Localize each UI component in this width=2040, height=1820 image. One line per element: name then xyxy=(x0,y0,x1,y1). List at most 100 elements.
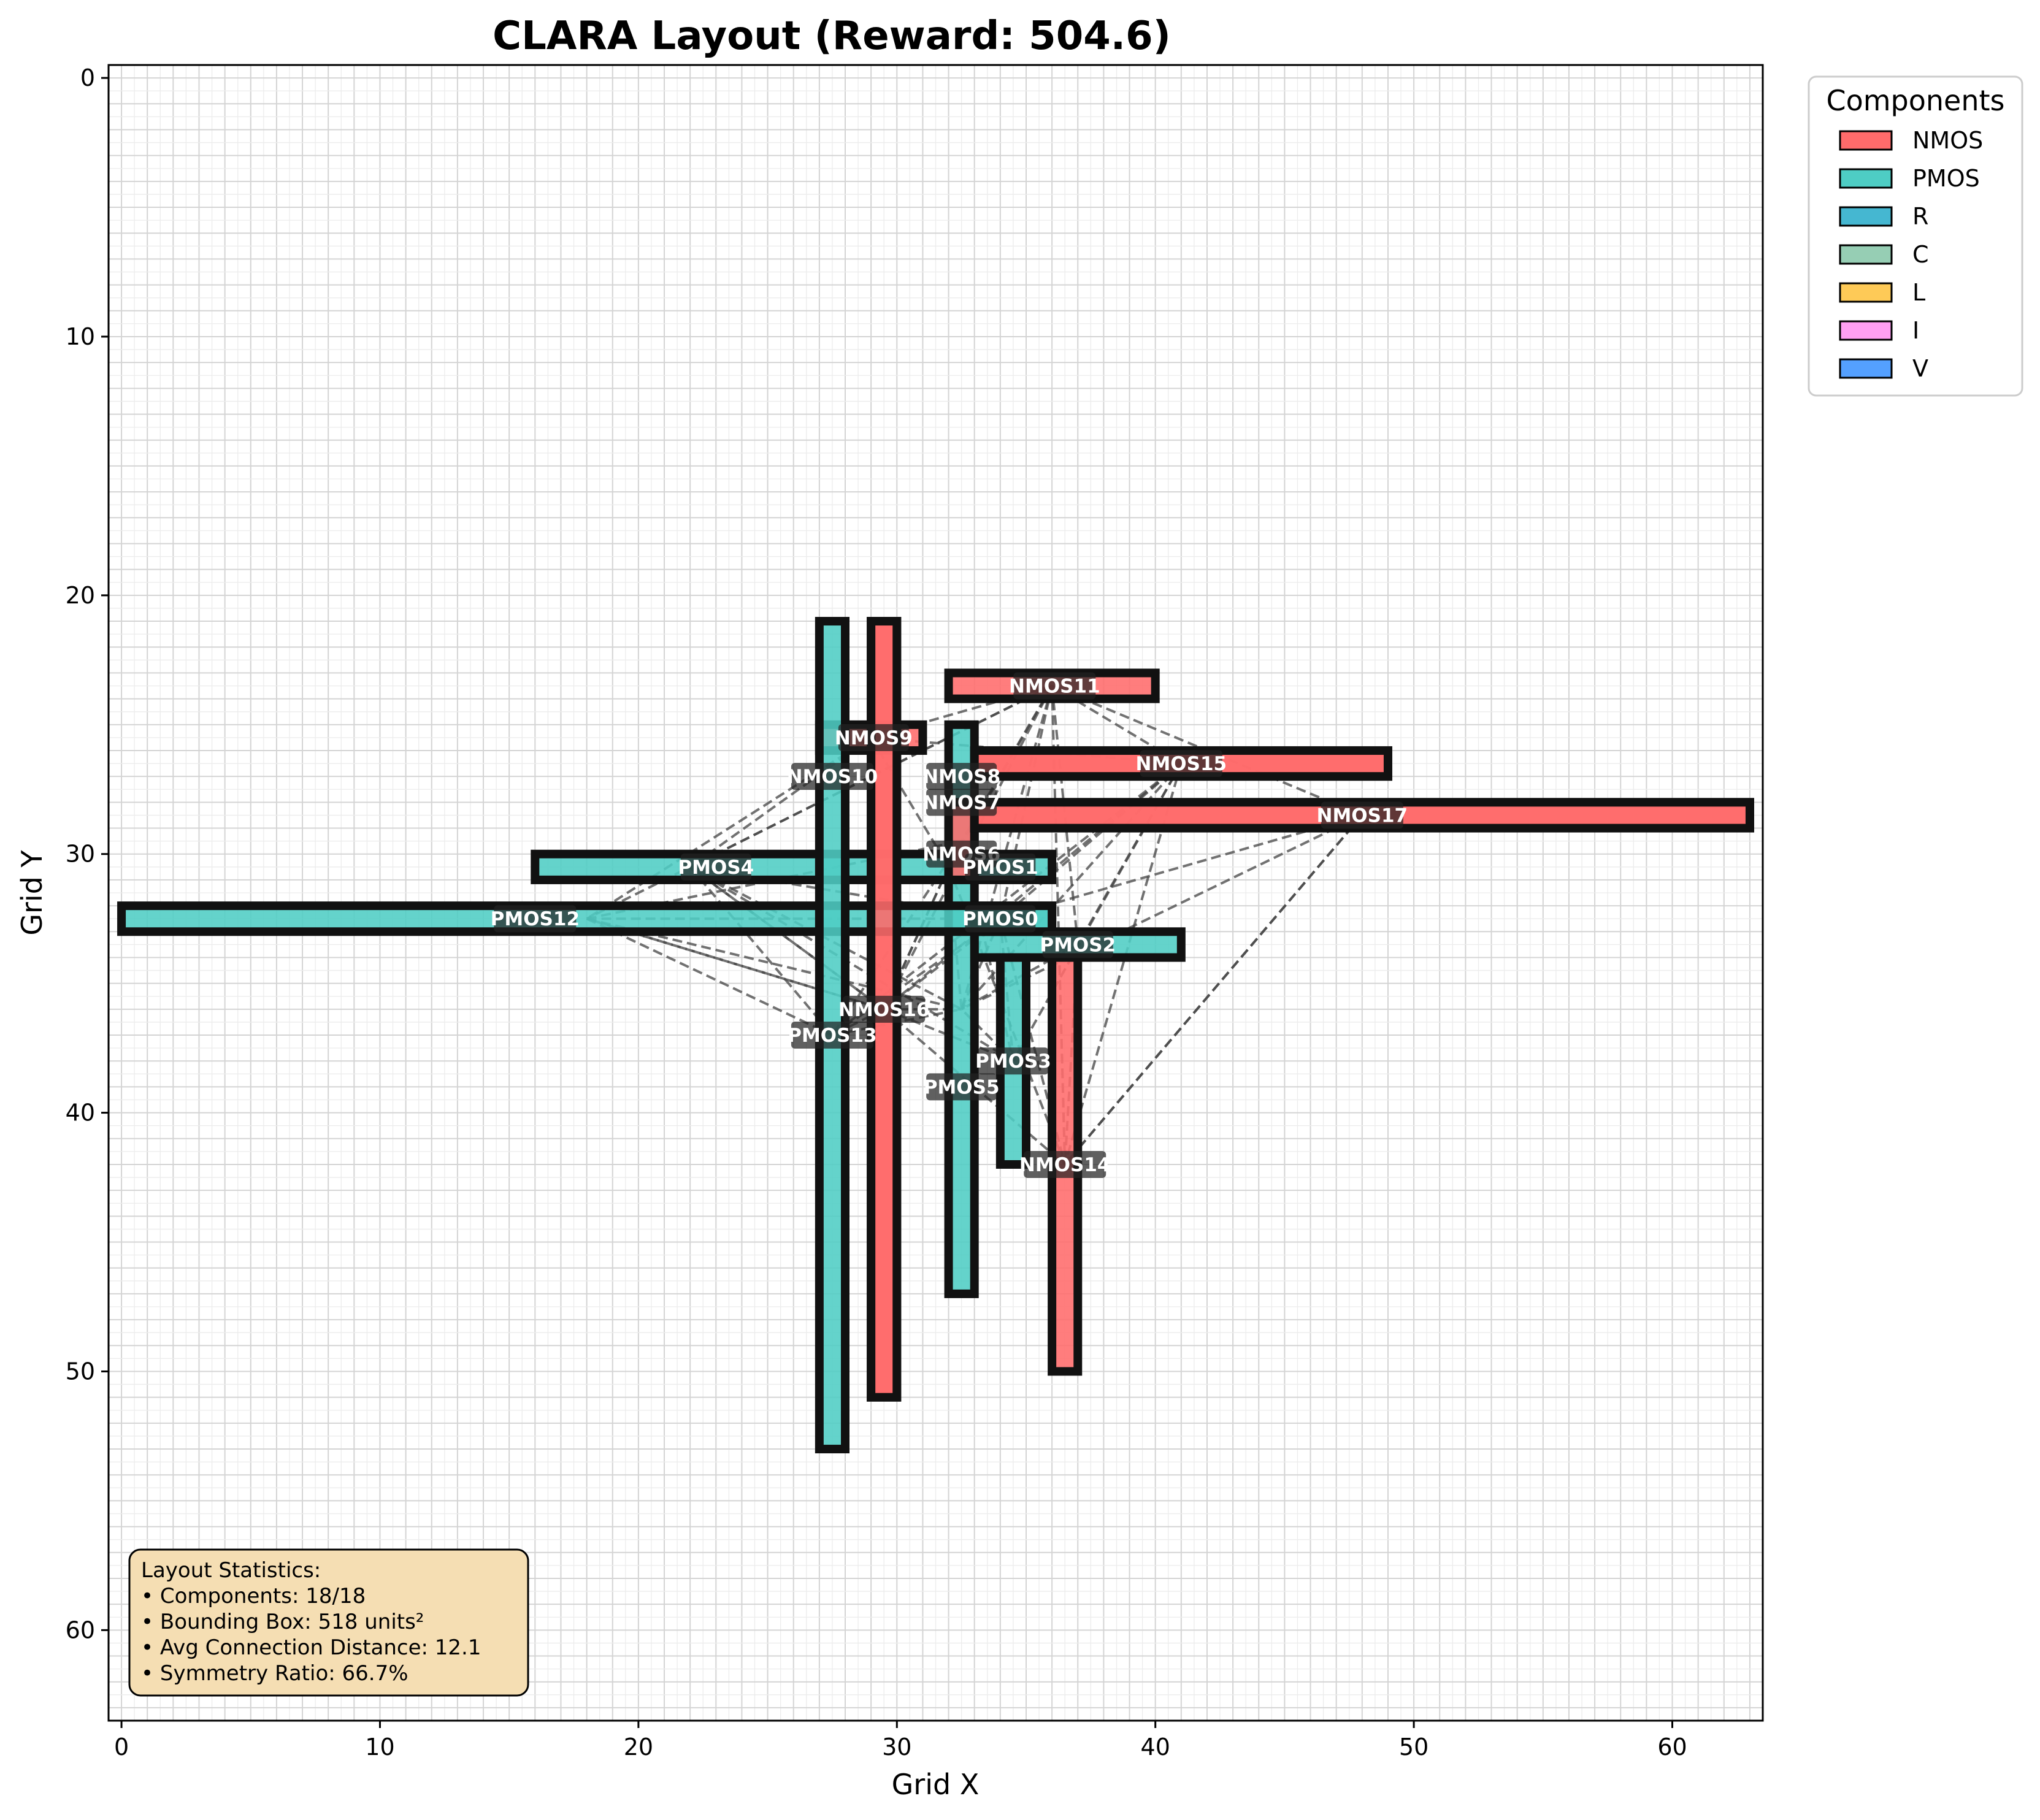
component-label-nmos15: NMOS15 xyxy=(1136,750,1227,778)
component-label-text: NMOS8 xyxy=(922,766,1000,788)
component-label-text: PMOS5 xyxy=(924,1076,1000,1098)
component-label-text: PMOS12 xyxy=(491,908,580,930)
legend-label: C xyxy=(1912,241,1929,268)
component-label-text: NMOS9 xyxy=(835,727,913,749)
component-label-background xyxy=(1013,672,1096,700)
component-label-text: PMOS13 xyxy=(788,1025,876,1047)
component-label-background xyxy=(1140,750,1222,778)
chart-title: CLARA Layout (Reward: 504.6) xyxy=(493,13,1171,59)
component-label-nmos11: NMOS11 xyxy=(1009,672,1100,700)
component-label-text: NMOS14 xyxy=(1019,1154,1111,1176)
stats-box-background xyxy=(128,1548,529,1697)
component-label-nmos17: NMOS17 xyxy=(1317,801,1408,829)
component-label-nmos10: NMOS10 xyxy=(787,763,878,790)
x-tick-label: 50 xyxy=(1399,1734,1428,1761)
legend-item-v: V xyxy=(1839,355,1928,382)
component-label-nmos7: NMOS7 xyxy=(922,789,1000,816)
legend-label: NMOS xyxy=(1912,127,1983,154)
component-label-background xyxy=(791,763,873,790)
connection-line xyxy=(1000,814,1363,920)
legend-label: I xyxy=(1912,317,1919,344)
component-label-background xyxy=(1042,931,1113,958)
x-tick-label: 20 xyxy=(624,1734,653,1761)
legend-label: R xyxy=(1912,203,1928,230)
component-label-pmos1: PMOS1 xyxy=(962,853,1038,881)
component-label-nmos14: NMOS14 xyxy=(1019,1150,1111,1178)
component-label-pmos0: PMOS0 xyxy=(962,905,1038,933)
component-label-pmos2: PMOS2 xyxy=(1040,931,1116,958)
legend-swatch xyxy=(1839,130,1893,151)
x-tick-label: 40 xyxy=(1141,1734,1170,1761)
y-tick-label: 20 xyxy=(66,582,95,609)
connection-line xyxy=(999,762,1183,920)
connection-line xyxy=(1064,763,1183,1165)
y-tick-label: 0 xyxy=(80,64,95,91)
component-label-background xyxy=(926,1073,997,1101)
x-tick-label: 60 xyxy=(1657,1734,1687,1761)
component-label-nmos16: NMOS16 xyxy=(838,995,930,1023)
component-label-pmos5: PMOS5 xyxy=(924,1073,1000,1101)
component-label-background xyxy=(926,789,997,816)
connection-line xyxy=(586,917,833,1036)
component-label-text: PMOS0 xyxy=(962,908,1038,930)
component-label-text: NMOS11 xyxy=(1009,676,1100,698)
component-label-text: PMOS3 xyxy=(975,1050,1051,1072)
component-label-pmos3: PMOS3 xyxy=(975,1047,1051,1075)
component-label-text: PMOS2 xyxy=(1040,934,1116,956)
y-tick-label: 30 xyxy=(66,841,95,868)
component-label-background xyxy=(838,724,909,751)
component-label-background xyxy=(843,995,926,1023)
y-tick-label: 50 xyxy=(66,1358,95,1385)
stats-line: • Components: 18/18 xyxy=(141,1584,366,1608)
component-label-background xyxy=(965,853,1036,881)
stats-line: • Avg Connection Distance: 12.1 xyxy=(141,1635,481,1660)
component-label-background xyxy=(926,763,997,790)
legend-swatch xyxy=(1839,244,1893,265)
legend-label: L xyxy=(1912,279,1925,306)
component-label-nmos9: NMOS9 xyxy=(835,724,913,751)
x-tick-label: 30 xyxy=(882,1734,911,1761)
legend-title: Components xyxy=(1826,84,2004,117)
y-tick-label: 40 xyxy=(66,1099,95,1126)
component-label-text: PMOS4 xyxy=(678,857,754,879)
connection-line xyxy=(689,866,885,1011)
connection-line xyxy=(689,866,834,1036)
x-tick-label: 0 xyxy=(114,1734,129,1761)
stats-box: Layout Statistics: • Components: 18/18 •… xyxy=(128,1548,529,1697)
component-label-background xyxy=(1321,801,1403,829)
legend-swatch xyxy=(1839,282,1893,303)
component-label-text: NMOS10 xyxy=(787,766,878,788)
component-label-nmos8: NMOS8 xyxy=(922,763,1000,790)
component-pmos12 xyxy=(117,901,1057,936)
legend-frame xyxy=(1808,75,2023,397)
legend-item-pmos: PMOS xyxy=(1839,165,1980,192)
component-label-background xyxy=(965,905,1036,933)
component-label-background xyxy=(978,1047,1049,1075)
legend-item-nmos: NMOS xyxy=(1839,127,1983,154)
connection-line xyxy=(1012,763,1183,1062)
component-label-text: NMOS16 xyxy=(838,999,930,1021)
component-labels: NMOS11 NMOS9 NMOS15 NMOS10 NMOS8 NMOS7 NMOS17 N… xyxy=(491,672,1408,1178)
y-axis-label: Grid Y xyxy=(15,849,48,935)
component-label-text: NMOS17 xyxy=(1317,805,1408,827)
legend-swatch xyxy=(1839,358,1893,379)
component-label-background xyxy=(494,905,577,933)
legend-item-r: R xyxy=(1839,203,1928,230)
connection-line xyxy=(586,736,872,920)
legend-label: V xyxy=(1912,355,1928,382)
component-label-text: NMOS15 xyxy=(1136,753,1227,775)
legend-swatch xyxy=(1839,206,1893,227)
x-tick-label: 10 xyxy=(365,1734,394,1761)
axis-ticks: 0 10 20 30 40 50 60 0 10 20 30 40 50 60 xyxy=(66,64,1687,1761)
y-tick-label: 60 xyxy=(66,1616,95,1643)
component-label-background xyxy=(791,1022,873,1049)
component-label-pmos12: PMOS12 xyxy=(491,905,580,933)
component-label-pmos4: PMOS4 xyxy=(678,853,754,881)
component-label-background xyxy=(680,853,751,881)
plot-frame xyxy=(107,64,1764,1722)
connection-line xyxy=(1064,814,1363,1166)
component-label-pmos13: PMOS13 xyxy=(788,1022,877,1049)
component-label-text: NMOS7 xyxy=(922,792,1000,814)
